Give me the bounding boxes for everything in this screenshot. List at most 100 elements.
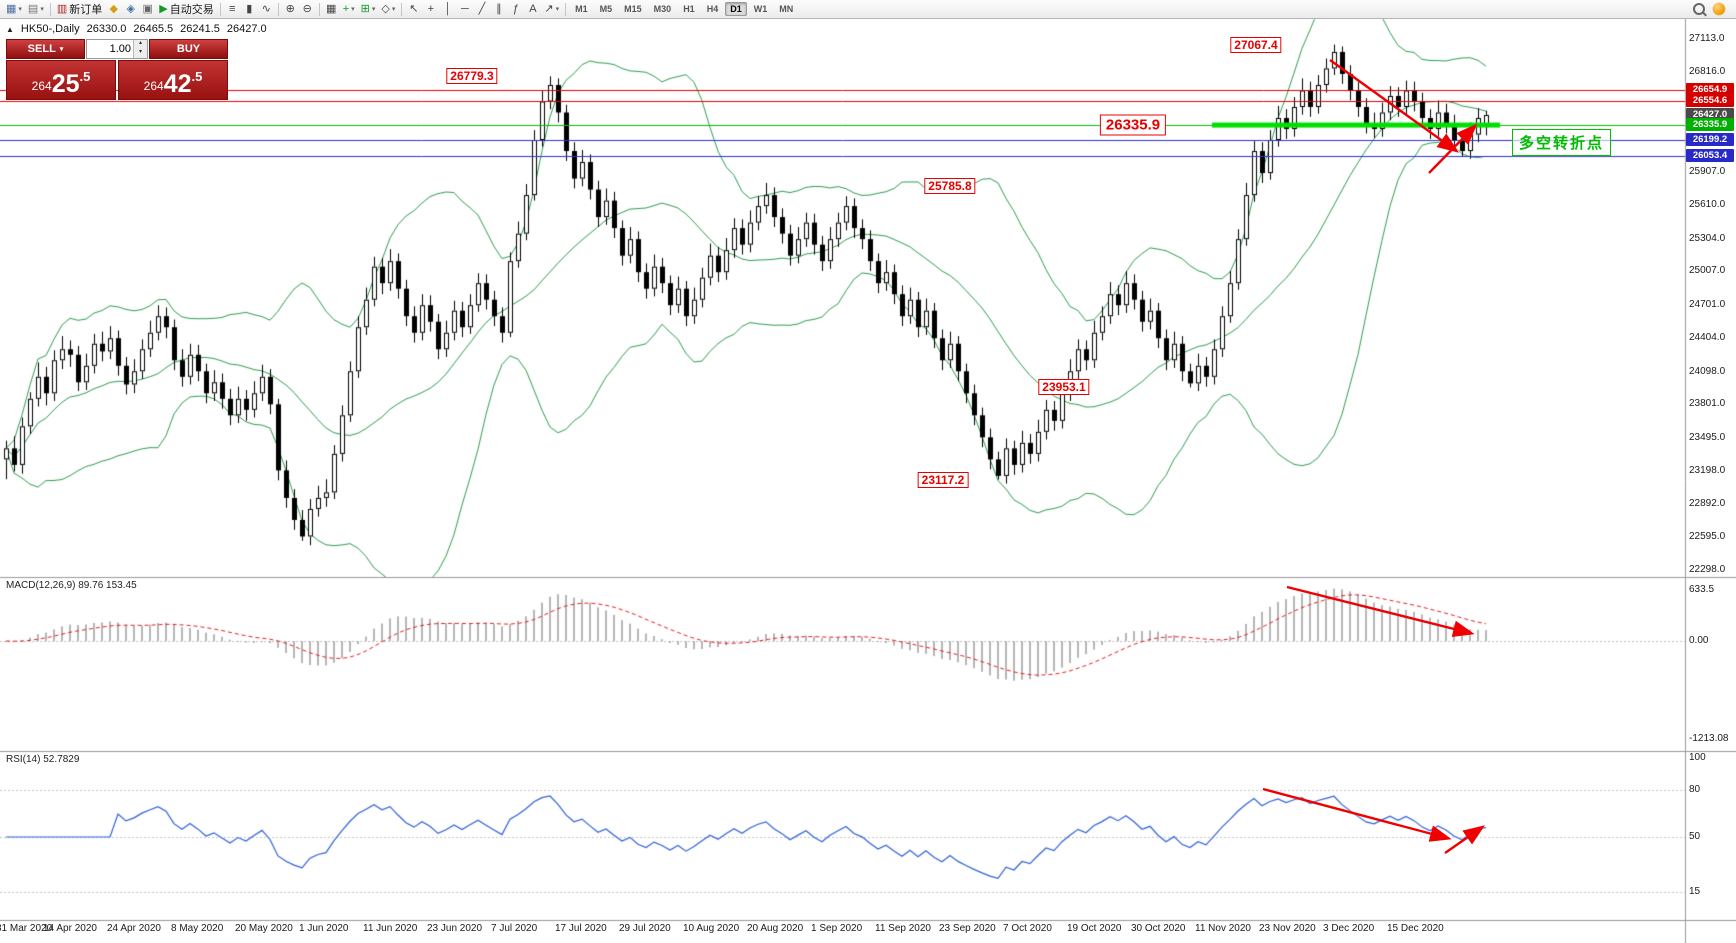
toolbar-horizontal-line-button[interactable]: ─: [456, 1, 473, 17]
price-digits: .5: [191, 69, 203, 84]
timeframe-m5-button[interactable]: M5: [595, 2, 618, 16]
timeframe-h1-button[interactable]: H1: [678, 2, 700, 16]
toolbar-terminal-button[interactable]: ▣: [139, 1, 156, 17]
date-axis-label: 29 Jul 2020: [619, 923, 671, 934]
price-callout[interactable]: 26779.3: [446, 68, 498, 85]
equidistant-channel-icon: ∥: [496, 2, 502, 15]
toolbar-auto-trading-button[interactable]: ▶ 自动交易: [156, 1, 216, 17]
toolbar-arrows-button[interactable]: ↗ ▾: [541, 1, 562, 17]
timeframe-m30-button[interactable]: M30: [649, 2, 677, 16]
sell-options-caret-icon: ▾: [59, 46, 64, 53]
turning-point-text[interactable]: 多空转折点: [1512, 129, 1612, 156]
timeframe-m15-button[interactable]: M15: [619, 2, 647, 16]
price-badge: 26554.6: [1686, 93, 1734, 107]
toolbar-new-chart-button[interactable]: ▦ ▾: [3, 1, 25, 17]
indicator-list-icon: +: [342, 2, 350, 15]
toolbar-crosshair-button[interactable]: +: [422, 1, 439, 17]
date-axis-label: 3 Dec 2020: [1323, 923, 1375, 934]
toolbar-new-order-button[interactable]: ▥ 新订单: [54, 1, 105, 17]
axis-label: 15: [1689, 886, 1701, 898]
toolbar-equidistant-channel-button[interactable]: ∥: [490, 1, 507, 17]
price-callout[interactable]: 26335.9: [1099, 114, 1167, 136]
price-callout[interactable]: 27067.4: [1230, 36, 1282, 53]
close-value: 26427.0: [226, 23, 267, 35]
chevron-down-icon: ▾: [391, 6, 396, 13]
timeframe-d1-button[interactable]: D1: [725, 2, 747, 16]
toolbar-separator: [318, 2, 320, 16]
toolbar-trendline-button[interactable]: ╱: [473, 1, 490, 17]
toolbar-zoom-in-button[interactable]: ⊕: [282, 1, 299, 17]
toolbar-periods-button[interactable]: ◇ ▾: [378, 1, 398, 17]
price-badge: 26335.9: [1686, 118, 1734, 132]
price-badge: 26199.2: [1686, 133, 1734, 147]
macd-indicator-label: MACD(12,26,9) 89.76 153.45: [6, 580, 137, 591]
buy-button[interactable]: BUY: [149, 39, 228, 59]
toolbar-indicator-list-button[interactable]: + ▾: [340, 1, 358, 17]
toolbar-text-button[interactable]: A: [524, 1, 541, 17]
terminal-icon: ▣: [142, 2, 153, 15]
chevron-down-icon: ▾: [40, 6, 44, 13]
timeframe-m1-button[interactable]: M1: [570, 2, 593, 16]
arrows-icon: ↗: [544, 2, 554, 15]
candlestick-chart-icon: ▮: [246, 2, 253, 15]
price-callout[interactable]: 23953.1: [1038, 379, 1090, 396]
volume-input[interactable]: [87, 40, 133, 58]
toolbar-line-chart-button[interactable]: ∿: [258, 1, 275, 17]
price-badge: 26427.0: [1686, 108, 1734, 122]
indicators-add-icon: ⊞: [360, 2, 370, 15]
timeframe-mn-button[interactable]: MN: [774, 2, 798, 16]
toolbar-tile-windows-button[interactable]: ▦: [323, 1, 340, 17]
date-axis-label: 15 Dec 2020: [1387, 923, 1444, 934]
axis-label: 27113.0: [1689, 33, 1725, 45]
low-value: 26241.5: [180, 23, 220, 35]
toolbar-indicators-add-button[interactable]: ⊞ ▾: [358, 1, 379, 17]
toolbar-navigator-button[interactable]: ◈: [122, 1, 139, 17]
sell-button-label: SELL: [27, 43, 56, 55]
toolbar-candlestick-chart-button[interactable]: ▮: [241, 1, 258, 17]
symbol-period-label: HK50-,Daily: [20, 23, 80, 35]
toolbar-fibonacci-button[interactable]: ƒ: [507, 1, 524, 17]
axis-label: 23198.0: [1689, 464, 1726, 476]
price-digits: 264: [143, 79, 164, 93]
open-value: 26330.0: [86, 23, 127, 35]
date-axis-label: 23 Jun 2020: [427, 923, 483, 934]
price-badge: 26053.4: [1686, 149, 1734, 163]
toolbar-cursor-button[interactable]: ↖: [405, 1, 422, 17]
toolbar-history-center-button[interactable]: ◆: [105, 1, 122, 17]
auto-trading-label: 自动交易: [169, 4, 214, 16]
toolbar-bar-chart-button[interactable]: ≡: [224, 1, 241, 17]
toolbar-separator: [219, 2, 221, 16]
sell-price[interactable]: 264 25.5: [6, 60, 116, 100]
price-callout[interactable]: 25785.8: [924, 177, 976, 194]
axis-label: 80: [1689, 783, 1701, 795]
axis-label: 24098.0: [1689, 365, 1726, 377]
toolbar-vertical-line-button[interactable]: │: [439, 1, 456, 17]
symbol-marker-icon: [6, 23, 14, 35]
volume-increase-button[interactable]: ▴: [134, 40, 147, 49]
timeframe-w1-button[interactable]: W1: [749, 2, 773, 16]
date-axis-label: 11 Sep 2020: [875, 923, 931, 934]
timeframe-h4-button[interactable]: H4: [702, 2, 724, 16]
date-axis-label: 11 Nov 2020: [1195, 923, 1251, 934]
toolbar-zoom-out-button[interactable]: ⊖: [299, 1, 316, 17]
date-axis-label: 10 Aug 2020: [683, 923, 740, 934]
toolbar: ▦ ▾ ▤ ▾ ▥ 新订单 ◆ ◈ ▣ ▶ 自动交易 ≡ ▮ ∿ ⊕ ⊖ ▦ + ▾ ⊞ ▾ ◇ ▾ ↖ + │ ─ ╱ ∥ ƒ A ↗ ▾ M1…: [0, 0, 1736, 19]
auto-trading-icon: ▶: [159, 2, 168, 15]
toolbar-profiles-button[interactable]: ▤ ▾: [25, 1, 47, 17]
search-icon[interactable]: [1693, 3, 1705, 15]
community-icon[interactable]: [1713, 3, 1725, 15]
trendline-icon: ╱: [478, 2, 486, 15]
chevron-down-icon: ▾: [555, 6, 560, 13]
price-callout[interactable]: 23117.2: [917, 471, 969, 488]
axis-label: 25907.0: [1689, 166, 1726, 178]
volume-decrease-button[interactable]: ▾: [134, 49, 147, 58]
zoom-in-icon: ⊕: [285, 2, 295, 15]
date-axis-label: 24 Apr 2020: [107, 923, 161, 934]
tile-windows-icon: ▦: [326, 2, 337, 15]
date-axis-label: 11 Jun 2020: [363, 923, 418, 934]
sell-button[interactable]: SELL ▾: [6, 39, 85, 59]
buy-price[interactable]: 264 42.5: [118, 60, 228, 100]
